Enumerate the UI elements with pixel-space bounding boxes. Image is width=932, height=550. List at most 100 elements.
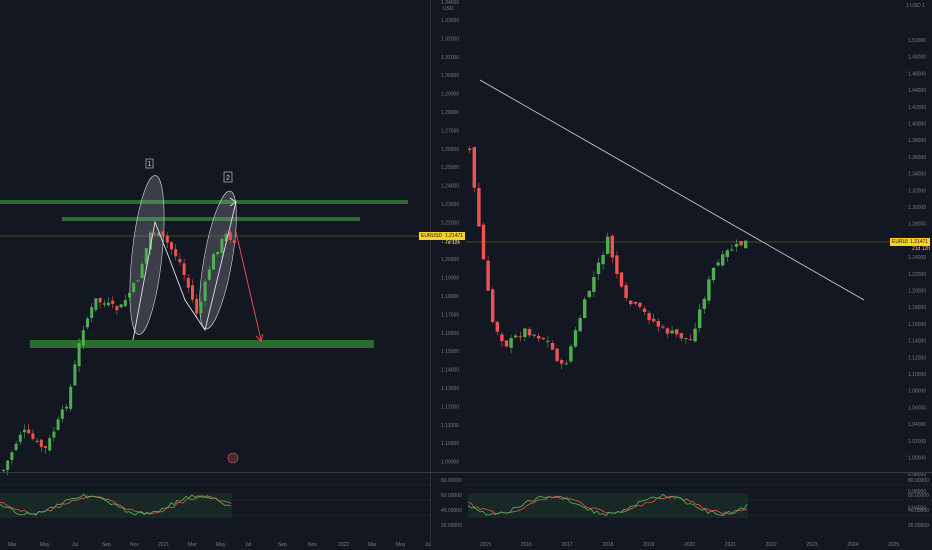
left-osc-level: 60.00000	[441, 493, 462, 499]
left-candle	[157, 232, 161, 237]
left-candle	[186, 277, 190, 288]
left-candle	[44, 446, 47, 449]
right-candle	[615, 255, 619, 275]
center-tick-label: 1.22000	[441, 220, 459, 226]
left-candle	[60, 409, 64, 419]
left-candle	[161, 231, 165, 237]
resistance-zone-top[interactable]	[0, 200, 408, 204]
left-time-label: Sep	[278, 542, 287, 548]
left-candle	[27, 429, 31, 434]
right-tick-label: 1.12000	[908, 355, 926, 361]
right-candle	[596, 262, 601, 275]
left-candle	[199, 301, 203, 314]
left-candle	[35, 440, 39, 442]
left-symbol-tag: EURUSD	[419, 232, 445, 240]
right-candle	[481, 224, 486, 260]
right-price-chart[interactable]: 1.50000 1.48000 1.46000 1.44000 1.42000 1.400…	[466, 0, 932, 550]
right-time-label: 2016	[521, 542, 532, 548]
right-candle	[578, 318, 582, 332]
right-candle	[518, 336, 522, 338]
left-candle	[52, 431, 56, 438]
right-tick-label: 1.28000	[908, 222, 926, 228]
left-candle	[203, 281, 207, 301]
right-candle	[702, 298, 706, 309]
center-tick-label: 1.25000	[441, 165, 459, 171]
right-currency-label: 1 USD 1	[906, 3, 925, 9]
left-price-tag: 1.21471	[443, 232, 466, 240]
right-tick-label: 0.94000	[908, 506, 926, 512]
right-candle	[721, 254, 725, 266]
osc-main-line	[467, 493, 748, 517]
right-candle	[537, 336, 541, 339]
right-time-label: 2024	[847, 542, 858, 548]
right-candle	[629, 300, 633, 305]
osc-signal-line	[467, 495, 748, 515]
right-oscillator	[466, 484, 932, 518]
left-chart-pane[interactable]: 1 2 Mar May Jul Sep Nov 2021 Mar May Jul Sep Nov 20…	[0, 0, 430, 550]
right-tick-label: 1.06000	[908, 405, 926, 411]
center-tick-label: 1.29000	[441, 92, 459, 98]
left-candle	[220, 238, 224, 253]
projection-down-line[interactable]	[235, 231, 262, 341]
left-candle	[115, 306, 119, 311]
left-time-label: Jul	[245, 542, 251, 548]
right-candle	[716, 262, 720, 266]
left-candle	[98, 298, 102, 303]
left-candle	[90, 307, 94, 318]
left-candle	[182, 263, 186, 275]
right-tick-label: 1.22000	[908, 272, 926, 278]
left-osc-level: 40.00000	[441, 508, 462, 514]
center-tick-label: 1.19000	[441, 276, 459, 282]
right-tick-label: 1.16000	[908, 322, 926, 328]
right-chart-pane[interactable]: 1.50000 1.48000 1.46000 1.44000 1.42000 1.400…	[466, 0, 932, 550]
economic-event-icon[interactable]	[227, 452, 239, 464]
right-tick-label: 1.10000	[908, 372, 926, 378]
left-candle	[111, 300, 115, 304]
right-time-label: 2017	[562, 542, 573, 548]
center-tick-label: 1.09000	[441, 460, 459, 466]
right-candle	[619, 272, 624, 287]
trendline[interactable]	[479, 79, 865, 301]
left-candle	[178, 259, 182, 263]
left-candle	[48, 438, 52, 451]
right-candle	[730, 249, 734, 251]
right-candle	[670, 330, 674, 334]
support-zone[interactable]	[30, 340, 374, 348]
right-tick-label: 1.46000	[908, 71, 926, 77]
center-tick-label: 1.16000	[441, 331, 459, 337]
right-candle	[472, 147, 476, 188]
resistance-zone-mid[interactable]	[62, 217, 360, 221]
right-tick-label: 1.08000	[908, 389, 926, 395]
right-tick-label: 1.32000	[908, 188, 926, 194]
right-candle	[555, 348, 559, 362]
label-one-box	[145, 158, 154, 169]
left-candle	[18, 434, 22, 442]
right-candle	[606, 236, 610, 254]
right-price-tag-countdown: 21d 12h	[912, 246, 931, 252]
center-price-scale[interactable]: 1.34000 USD 1.33000 1.32000 1.31000 1.30000 1.…	[419, 0, 467, 550]
left-osc-level: 80.00000	[441, 478, 462, 484]
arrow-down-icon	[255, 333, 264, 342]
center-tick-label: 1.21000	[441, 239, 459, 245]
pattern-ellipse-two[interactable]	[192, 189, 244, 332]
right-price-tag: 1.21471	[908, 238, 931, 246]
osc-band	[0, 493, 232, 518]
left-candle	[174, 249, 178, 257]
left-candle	[65, 406, 68, 409]
center-tick-label: 1.32000	[441, 36, 459, 42]
right-tick-label: 1.50000	[908, 38, 926, 44]
left-candle	[69, 386, 73, 409]
right-candle	[546, 340, 550, 342]
left-candle	[224, 234, 228, 242]
left-candle	[119, 304, 123, 308]
right-candle	[486, 260, 490, 291]
label-two-text: 2	[226, 175, 230, 182]
left-time-label: Mar	[368, 542, 377, 548]
center-tick-label: 1.15000	[441, 349, 459, 355]
left-candle	[132, 283, 136, 293]
left-candle	[77, 343, 81, 367]
pane-divider[interactable]	[0, 472, 932, 473]
pattern-path-line[interactable]	[132, 201, 237, 341]
right-osc-level: 60.00000	[908, 493, 929, 499]
left-price-chart[interactable]: 1 2 Mar May Jul Sep Nov 2021 Mar May Jul Sep Nov 20…	[0, 0, 430, 550]
